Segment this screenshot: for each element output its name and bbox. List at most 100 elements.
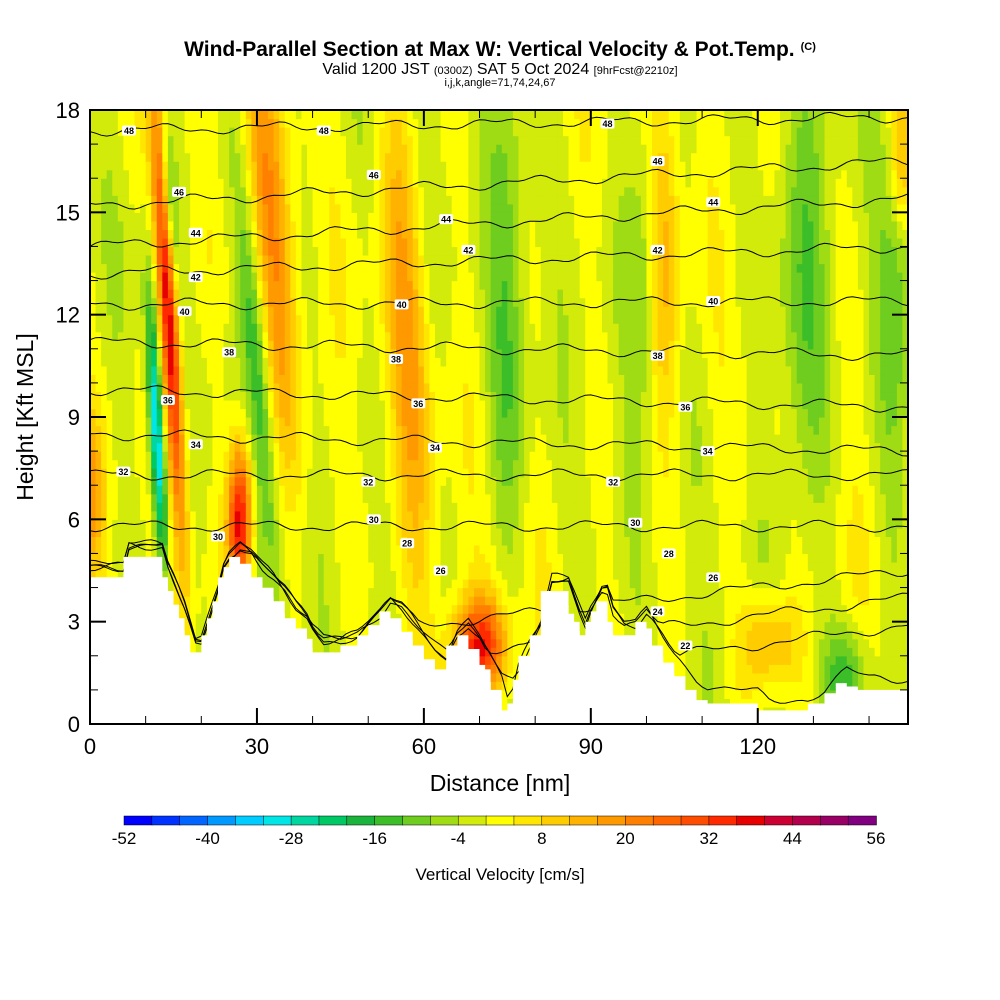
velocity-cell xyxy=(167,323,175,333)
velocity-cell xyxy=(345,613,353,623)
velocity-cell xyxy=(401,323,408,333)
velocity-cell xyxy=(490,451,497,461)
velocity-cell xyxy=(329,451,336,461)
velocity-cell xyxy=(418,323,425,333)
velocity-cell xyxy=(167,144,175,154)
velocity-cell xyxy=(229,272,236,282)
velocity-cell xyxy=(396,135,403,145)
velocity-cell xyxy=(340,587,347,597)
velocity-cell xyxy=(256,579,264,589)
velocity-cell xyxy=(446,365,453,375)
velocity-cell xyxy=(284,203,291,213)
velocity-cell xyxy=(501,229,508,239)
velocity-cell xyxy=(446,570,453,580)
velocity-cell xyxy=(167,493,175,503)
velocity-cell xyxy=(340,186,347,196)
velocity-cell xyxy=(334,212,341,222)
velocity-cell xyxy=(340,127,347,137)
velocity-cell xyxy=(245,382,252,393)
velocity-cell xyxy=(473,118,481,128)
velocity-cell xyxy=(501,604,508,614)
velocity-cell xyxy=(446,417,453,427)
velocity-cell xyxy=(357,144,364,154)
velocity-cell xyxy=(345,638,353,648)
velocity-cell xyxy=(390,527,397,537)
velocity-cell xyxy=(485,323,492,333)
velocity-cell xyxy=(507,647,514,657)
velocity-cell xyxy=(145,246,152,256)
velocity-cell xyxy=(462,451,469,461)
velocity-cell xyxy=(234,519,241,529)
velocity-cell xyxy=(234,280,241,290)
velocity-cell xyxy=(279,340,286,350)
velocity-cell xyxy=(540,579,547,589)
velocity-cell xyxy=(329,357,336,367)
velocity-cell xyxy=(368,417,375,427)
velocity-cell xyxy=(412,459,419,469)
velocity-cell xyxy=(167,135,175,145)
velocity-cell xyxy=(357,510,364,520)
velocity-cell xyxy=(368,348,375,358)
velocity-cell xyxy=(407,485,414,495)
velocity-cell xyxy=(373,280,380,290)
velocity-cell xyxy=(201,280,208,290)
velocity-cell xyxy=(312,417,319,427)
velocity-cell xyxy=(345,544,353,555)
velocity-cell xyxy=(323,348,330,358)
velocity-cell xyxy=(446,357,453,367)
velocity-cell xyxy=(173,485,180,495)
velocity-cell xyxy=(446,246,453,256)
velocity-cell xyxy=(351,417,358,427)
velocity-cell xyxy=(190,297,197,307)
velocity-cell xyxy=(145,331,152,341)
velocity-cell xyxy=(262,587,269,597)
velocity-cell xyxy=(195,493,202,503)
velocity-cell xyxy=(128,544,136,555)
velocity-cell xyxy=(245,434,252,444)
velocity-cell xyxy=(446,672,453,682)
velocity-cell xyxy=(268,357,275,367)
velocity-cell xyxy=(201,604,208,614)
velocity-cell xyxy=(290,468,297,478)
velocity-cell xyxy=(256,365,264,375)
velocity-cell xyxy=(201,519,208,529)
velocity-cell xyxy=(334,178,341,188)
velocity-cell xyxy=(490,664,497,674)
velocity-cell xyxy=(229,203,236,213)
velocity-cell xyxy=(468,544,475,555)
velocity-cell xyxy=(206,220,214,230)
velocity-cell xyxy=(195,570,202,580)
velocity-cell xyxy=(379,536,386,546)
velocity-cell xyxy=(106,144,113,154)
velocity-cell xyxy=(151,118,158,128)
velocity-cell xyxy=(140,178,147,188)
velocity-cell xyxy=(162,442,169,452)
velocity-cell xyxy=(179,544,186,555)
velocity-cell xyxy=(95,323,102,333)
velocity-cell xyxy=(334,613,341,623)
velocity-cell xyxy=(273,493,280,503)
velocity-cell xyxy=(251,195,258,205)
velocity-cell xyxy=(195,280,202,290)
velocity-cell xyxy=(301,365,308,375)
velocity-cell xyxy=(179,485,186,495)
velocity-cell xyxy=(368,340,375,350)
velocity-cell xyxy=(479,323,486,333)
velocity-cell xyxy=(167,417,175,427)
velocity-cell xyxy=(173,280,180,290)
velocity-cell xyxy=(401,459,408,469)
velocity-cell xyxy=(323,212,330,222)
velocity-cell xyxy=(457,459,464,469)
velocity-cell xyxy=(518,587,525,597)
velocity-cell xyxy=(446,280,453,290)
velocity-cell xyxy=(345,331,353,341)
velocity-cell xyxy=(496,527,503,537)
velocity-cell xyxy=(524,493,531,503)
velocity-cell xyxy=(167,186,175,196)
velocity-cell xyxy=(507,135,514,145)
velocity-cell xyxy=(390,323,397,333)
velocity-cell xyxy=(279,544,286,555)
velocity-cell xyxy=(279,212,286,222)
velocity-cell xyxy=(446,314,453,324)
velocity-cell xyxy=(201,178,208,188)
